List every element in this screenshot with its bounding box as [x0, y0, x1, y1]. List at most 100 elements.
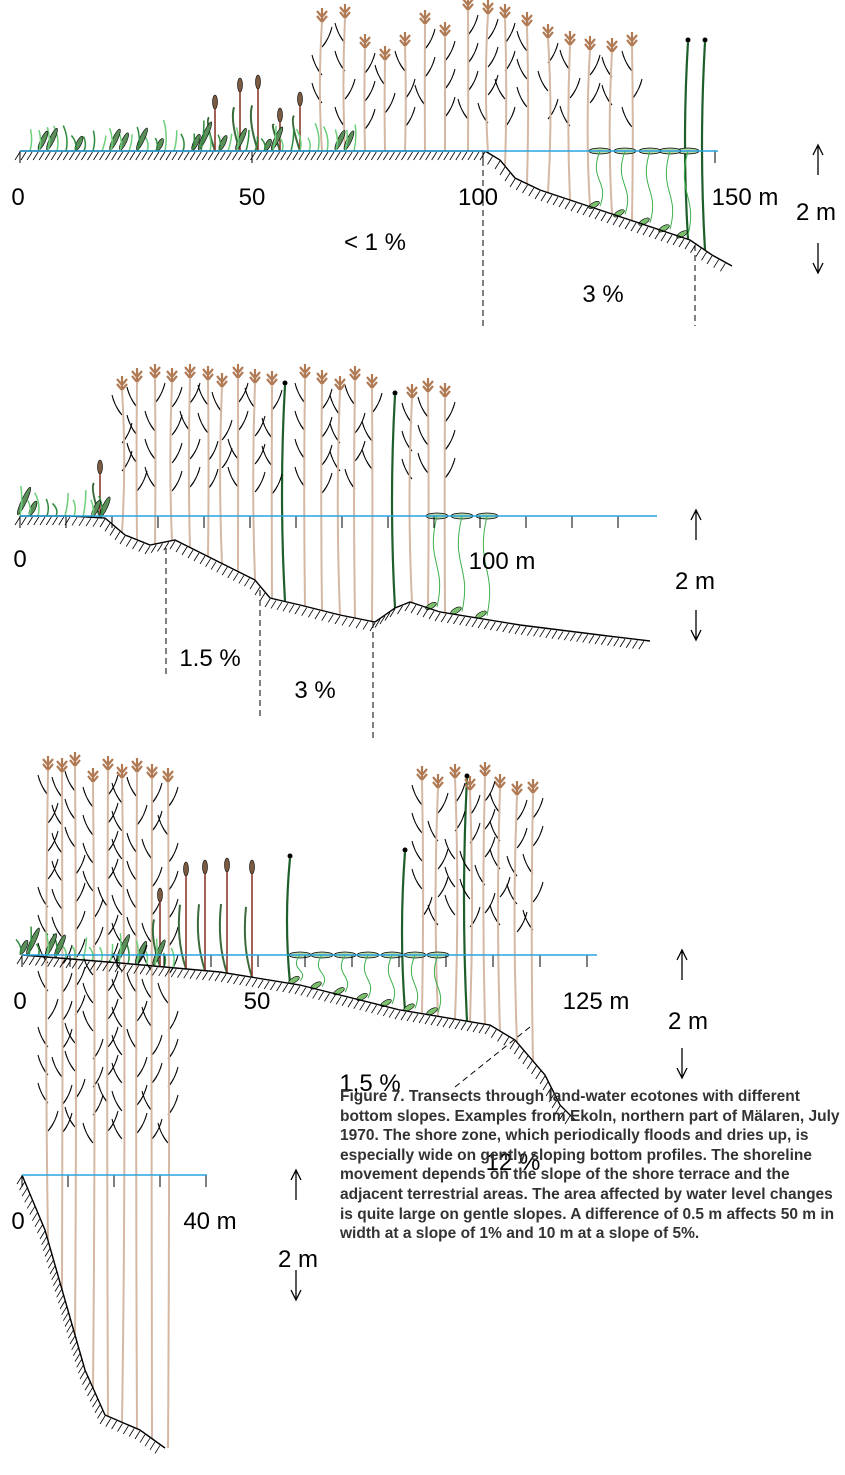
- hatch: [288, 984, 295, 994]
- hatch: [33, 516, 40, 526]
- hatch: [496, 622, 502, 632]
- hatch: [87, 151, 93, 161]
- hatch: [75, 151, 81, 161]
- hatch: [32, 151, 39, 161]
- reed-leaf: [51, 832, 63, 854]
- reed-leaf: [107, 802, 119, 824]
- hatch: [292, 151, 299, 161]
- hatch: [31, 1212, 38, 1221]
- hatch: [666, 234, 673, 244]
- grass: [19, 485, 23, 517]
- grass: [260, 138, 266, 152]
- reed-plume: [87, 768, 99, 783]
- reed-leaf: [424, 28, 436, 50]
- rush-stem: [400, 851, 407, 1011]
- reed-leaf: [499, 876, 511, 898]
- reed-plume: [116, 764, 128, 779]
- hatch: [14, 151, 21, 161]
- hatch: [340, 151, 347, 161]
- hatch: [490, 621, 496, 631]
- hatch: [559, 1110, 566, 1120]
- reed-leaf: [61, 972, 73, 994]
- lily-stem: [317, 954, 326, 987]
- hatch: [164, 968, 171, 977]
- hatch: [329, 994, 336, 1004]
- slope-label: 3 %: [582, 281, 623, 308]
- hatch: [117, 151, 124, 161]
- cattail-head: [297, 91, 303, 107]
- reed-leaf: [111, 838, 123, 860]
- hatch: [227, 569, 234, 579]
- reed-stem: [408, 397, 413, 603]
- hatch: [625, 639, 632, 648]
- reed-leaf: [107, 970, 119, 992]
- hatch: [672, 236, 679, 246]
- hatch: [245, 977, 252, 987]
- reed-leaf: [547, 42, 559, 64]
- hatch: [20, 151, 27, 161]
- hatch: [54, 1283, 61, 1292]
- hatch: [158, 967, 165, 977]
- hatch: [144, 1437, 151, 1447]
- reed-plume: [202, 366, 214, 381]
- reed-leaf: [64, 1022, 76, 1044]
- hatch: [425, 151, 431, 161]
- hatch: [28, 956, 35, 966]
- cattail-head: [249, 859, 255, 875]
- hatch: [87, 1387, 93, 1397]
- hatch: [102, 962, 109, 972]
- bottom-leaf: [333, 987, 345, 996]
- hatch: [117, 1423, 123, 1432]
- grass: [290, 128, 295, 152]
- reed-leaf: [151, 1118, 163, 1140]
- reed-leaf: [82, 814, 94, 836]
- grass: [101, 135, 107, 152]
- hatch: [66, 1324, 73, 1333]
- reed-stem: [187, 377, 191, 548]
- hatch: [49, 1265, 56, 1275]
- reed-leaf: [126, 1028, 138, 1050]
- hatch: [440, 613, 447, 623]
- bottom-leaf: [380, 999, 392, 1007]
- grass: [154, 938, 158, 967]
- slope-label: 1.5 %: [179, 645, 240, 672]
- hatch: [374, 619, 381, 628]
- grass: [254, 136, 259, 152]
- hatch: [104, 523, 111, 532]
- hatch: [379, 615, 386, 625]
- hatch: [551, 1099, 558, 1109]
- reed-plume: [116, 376, 128, 391]
- hatch: [607, 637, 613, 646]
- hatch: [165, 151, 172, 161]
- reed-leaf: [361, 448, 373, 470]
- hatch: [37, 1224, 43, 1234]
- hatch: [370, 151, 377, 161]
- reed-leaf: [474, 864, 486, 886]
- hatch: [713, 259, 720, 268]
- hatch: [461, 151, 468, 161]
- grass: [136, 126, 141, 152]
- hatch: [84, 1382, 91, 1391]
- reed-leaf: [254, 443, 266, 465]
- cattail-leaf: [271, 123, 281, 152]
- reed-leaf: [111, 894, 123, 916]
- reed-leaf: [321, 444, 333, 466]
- hatch: [552, 196, 559, 206]
- reed-stem: [219, 386, 223, 564]
- reed-leaf: [621, 106, 633, 128]
- reed-leaf: [64, 770, 76, 792]
- scale-arrow: [676, 948, 688, 1080]
- rush-head: [702, 37, 708, 43]
- grass: [72, 499, 77, 517]
- reed-leaf: [469, 906, 481, 928]
- hatch: [282, 602, 289, 612]
- reed-plume: [422, 378, 434, 393]
- hatch: [630, 222, 637, 232]
- grass: [128, 134, 133, 152]
- reed-leaf: [167, 1038, 179, 1060]
- grass: [245, 129, 250, 152]
- reed-leaf: [221, 447, 233, 469]
- reed-leaf: [197, 412, 209, 434]
- reed-leaf: [211, 391, 223, 413]
- grass: [200, 120, 205, 152]
